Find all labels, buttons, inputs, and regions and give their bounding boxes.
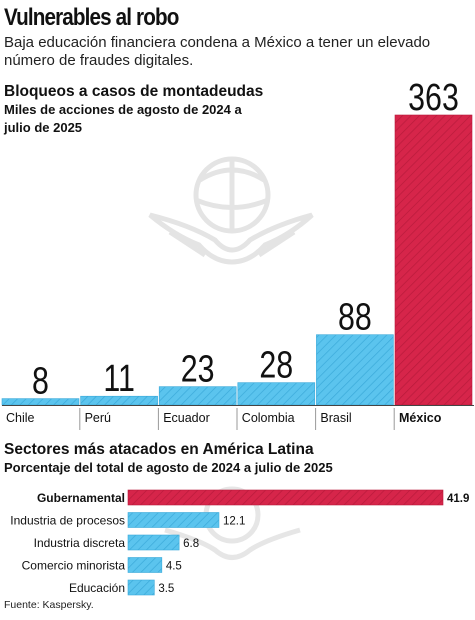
value-label-colombia: 28	[259, 345, 293, 387]
chart1-title: Bloqueos a casos de montadeudas	[4, 83, 264, 100]
hbar-label-industria-de-procesos: Industria de procesos	[10, 514, 125, 528]
source-note: Fuente: Kaspersky.	[4, 599, 94, 611]
deck-text: Baja educación financiera condena a Méxi…	[4, 34, 431, 69]
bar-méxico	[394, 114, 473, 406]
hbar-label-gubernamental: Gubernamental	[37, 491, 125, 505]
chart2-title: Sectores más atacados en América Latina	[4, 441, 314, 458]
hbar-value-industria-discreta: 6.8	[183, 538, 199, 550]
hbar-industria-discreta	[127, 534, 180, 551]
category-label-perú: Perú	[85, 411, 111, 425]
montadeudas-bar-chart: 8 Chile 11 Perú 23 Ecuador 28 Colombia 88 Brasil 3…	[1, 77, 474, 430]
category-label-chile: Chile	[6, 411, 35, 425]
sectores-bar-chart: Gubernamental 41.9 Industria de procesos 12…	[10, 489, 469, 596]
hbar-value-industria-de-procesos: 12.1	[223, 516, 245, 528]
value-label-ecuador: 23	[181, 348, 215, 390]
value-label-chile: 8	[32, 360, 49, 402]
category-label-méxico: México	[399, 411, 442, 425]
category-label-ecuador: Ecuador	[163, 411, 210, 425]
hbar-gubernamental	[127, 489, 444, 506]
bar-brasil	[316, 334, 394, 406]
value-label-perú: 11	[103, 358, 135, 400]
hbar-label-industria-discreta: Industria discreta	[34, 536, 126, 550]
hbar-industria-de-procesos	[127, 512, 220, 528]
category-label-brasil: Brasil	[320, 411, 351, 425]
hbar-value-educación: 3.5	[158, 583, 174, 595]
hbar-comercio-minorista	[127, 557, 163, 573]
hbar-label-comercio-minorista: Comercio minorista	[22, 559, 126, 573]
category-label-colombia: Colombia	[242, 411, 295, 425]
chart2-subtitle: Porcentaje del total de agosto de 2024 a…	[4, 460, 333, 475]
value-label-brasil: 88	[338, 297, 372, 339]
hbar-value-comercio-minorista: 4.5	[166, 561, 182, 573]
hbar-value-gubernamental: 41.9	[447, 493, 469, 505]
chart1-subtitle: Miles de acciones de agosto de 2024 a ju…	[4, 102, 242, 135]
headline: Vulnerables al robo	[4, 4, 179, 31]
hbar-label-educación: Educación	[69, 581, 125, 595]
hbar-educación	[127, 579, 155, 596]
value-label-méxico: 363	[408, 77, 459, 119]
